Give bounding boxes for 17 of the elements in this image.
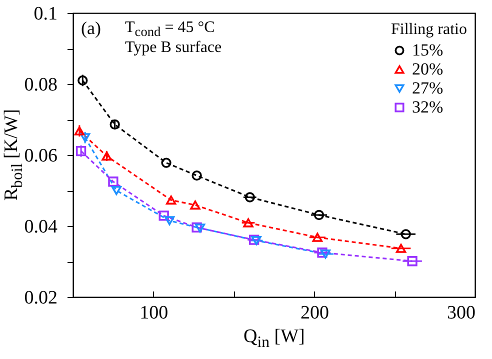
legend-title: Filling ratio <box>391 21 467 38</box>
x-tick-label: 100 <box>140 302 168 324</box>
y-tick-label: 0.08 <box>24 74 58 96</box>
annotation: T$_{cond}$ = 45 °C <box>125 19 215 40</box>
legend-label: 32% <box>412 98 444 116</box>
x-tick-label: 300 <box>447 302 476 324</box>
legend-label: 20% <box>412 60 444 78</box>
legend-label: 27% <box>412 78 444 98</box>
x-axis-title: Q$_{in}$ [W] <box>244 326 305 351</box>
y-tick-label: 0.1 <box>34 4 58 24</box>
x-tick-label: 200 <box>300 302 329 324</box>
annotation: Type B surface <box>125 39 222 56</box>
y-tick-label: 0.06 <box>24 146 58 166</box>
legend-label: 15% <box>412 40 444 60</box>
y-tick-label: 0.02 <box>24 288 58 308</box>
annotation: (a) <box>81 18 101 38</box>
y-tick-label: 0.04 <box>24 216 58 238</box>
